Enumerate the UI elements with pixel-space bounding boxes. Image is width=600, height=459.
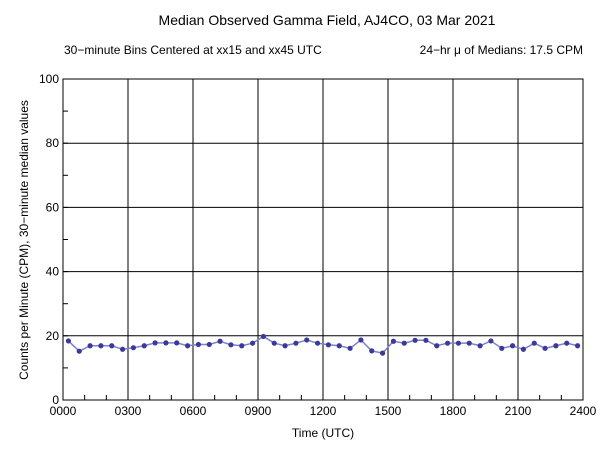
data-point [249,340,256,346]
data-point [119,346,126,352]
data-point [499,345,505,351]
data-point [390,338,397,344]
data-point [444,340,451,346]
x-tick-label: 1500 [375,404,402,418]
data-point [325,342,332,348]
data-point [260,333,267,340]
series [65,333,581,356]
x-tick-label: 1200 [310,404,337,418]
y-tick-label: 20 [46,329,60,343]
data-point [76,348,82,354]
data-point [423,337,429,343]
data-point [336,343,342,349]
data-point [488,338,494,344]
data-point [217,338,223,344]
x-tick-label: 2400 [570,404,597,418]
data-point [87,343,93,349]
y-axis-label: Counts per Minute (CPM), 30−minute media… [17,100,31,380]
x-tick-label: 0900 [245,404,272,418]
data-point [466,340,472,346]
data-point [304,337,310,343]
data-point [206,341,212,348]
data-point [564,340,570,346]
data-point [152,340,158,346]
data-point [434,343,440,349]
data-point [163,340,169,346]
y-tick-label: 100 [39,72,59,86]
data-point [379,350,386,356]
data-point [141,343,147,349]
data-point [65,338,72,344]
x-tick-label: 0600 [180,404,207,418]
data-point [542,345,548,351]
data-point [520,346,527,352]
data-point [401,340,407,346]
data-point [509,343,516,349]
x-tick-label: 0000 [50,404,77,418]
data-point [347,345,353,351]
data-point [477,343,483,349]
grid [62,78,584,401]
data-point [293,340,299,346]
y-tick-label: 0 [52,393,59,407]
data-point [412,337,418,343]
data-point [282,343,288,349]
x-axis-label: Time (UTC) [292,426,354,440]
data-point [174,340,180,346]
data-point [239,343,245,349]
data-point [531,340,537,346]
y-tick-label: 80 [46,136,60,150]
data-point [195,341,202,348]
x-tick-label: 0300 [115,404,142,418]
data-point [228,342,234,348]
data-point [574,343,581,349]
data-point [358,337,364,343]
data-point [271,340,277,346]
data-point [314,340,321,346]
x-tick-label: 1800 [440,404,467,418]
plot-frame [62,78,584,401]
data-point [184,343,191,349]
data-point [130,345,137,351]
y-tick-label: 60 [46,200,60,214]
data-point [109,343,115,349]
chart-subtitle-right: 24−hr μ of Medians: 17.5 CPM [420,43,583,57]
y-tick-label: 40 [46,265,60,279]
data-point [455,340,462,346]
x-tick-label: 2100 [505,404,532,418]
data-point [553,343,559,349]
chart-subtitle-left: 30−minute Bins Centered at xx15 and xx45… [64,43,322,57]
data-point [98,343,104,349]
data-point [369,348,375,354]
chart-title: Median Observed Gamma Field, AJ4CO, 03 M… [159,12,496,28]
tick-labels: 0000 0300 0600 0900 1200 1500 1800 2100 2400 0 20 4… [39,72,597,418]
